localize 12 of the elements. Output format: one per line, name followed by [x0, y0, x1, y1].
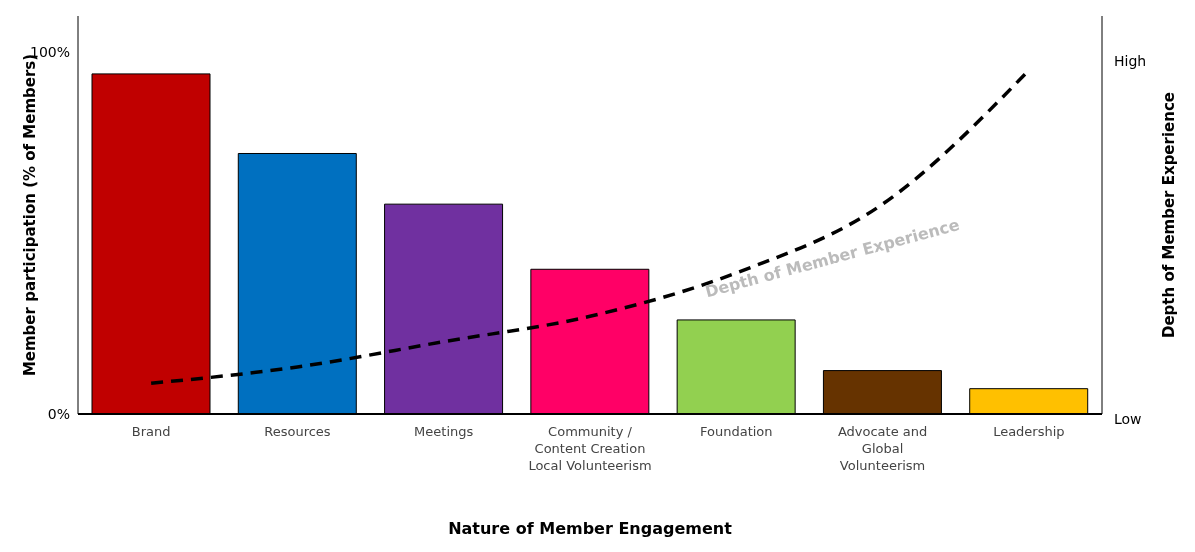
- x-tick-label: Community / Content Creation Local Volunteerism: [528, 424, 652, 473]
- x-axis-title: Nature of Member Engagement: [448, 519, 733, 538]
- text: Low: [1114, 411, 1142, 427]
- x-tick-label: Leadership: [993, 424, 1065, 439]
- text: High: [1114, 53, 1147, 69]
- x-tick-label: Advocate and Global Volunteerism: [837, 424, 928, 473]
- x-tick-label: Resources: [264, 424, 331, 439]
- y2-axis-title: Depth of Member Experience: [1160, 91, 1179, 339]
- x-tick-label: Foundation: [700, 424, 773, 439]
- x-tick-label: Meetings: [414, 424, 474, 439]
- y-tick-label: 0%: [47, 405, 70, 422]
- x-tick-label: Brand: [131, 424, 171, 439]
